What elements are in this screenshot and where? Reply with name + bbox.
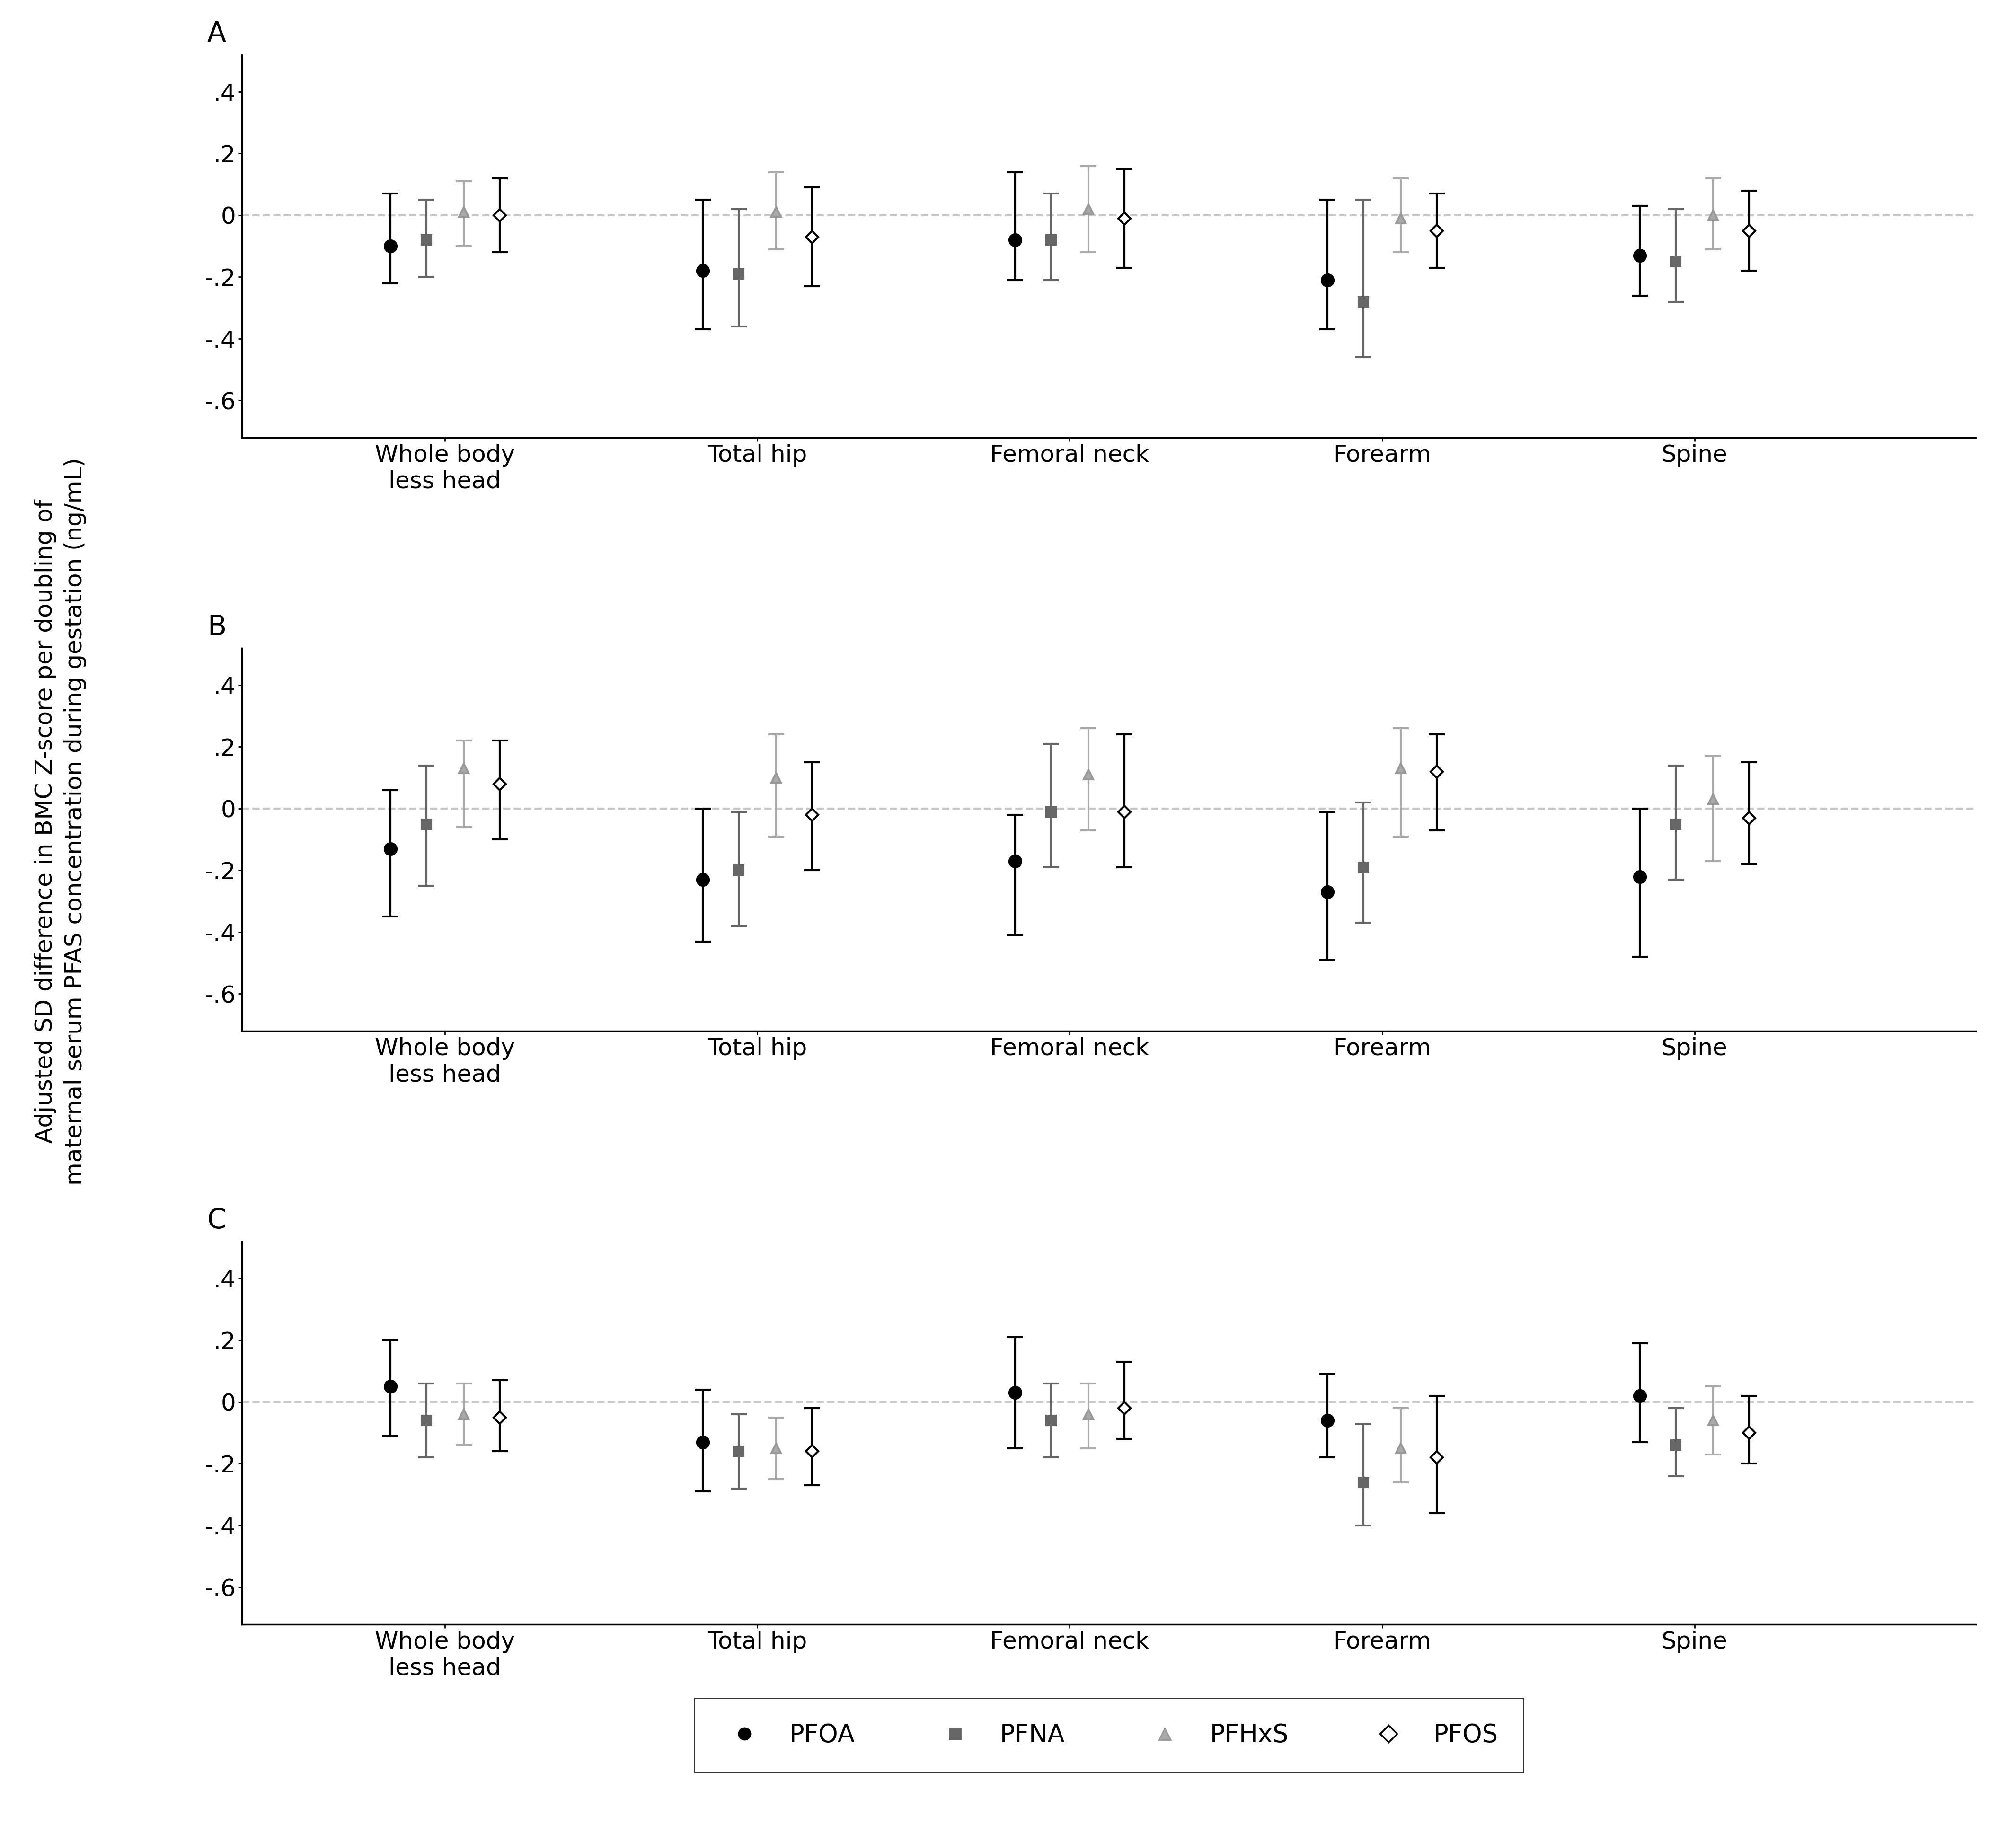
Legend: PFOA, PFNA, PFHxS, PFOS: PFOA, PFNA, PFHxS, PFOS xyxy=(694,1697,1524,1772)
Text: B: B xyxy=(208,613,226,641)
Text: Adjusted SD difference in BMC Z-score per doubling of
maternal serum PFAS concen: Adjusted SD difference in BMC Z-score pe… xyxy=(34,458,87,1184)
Text: C: C xyxy=(208,1206,226,1234)
Text: A: A xyxy=(208,20,226,47)
